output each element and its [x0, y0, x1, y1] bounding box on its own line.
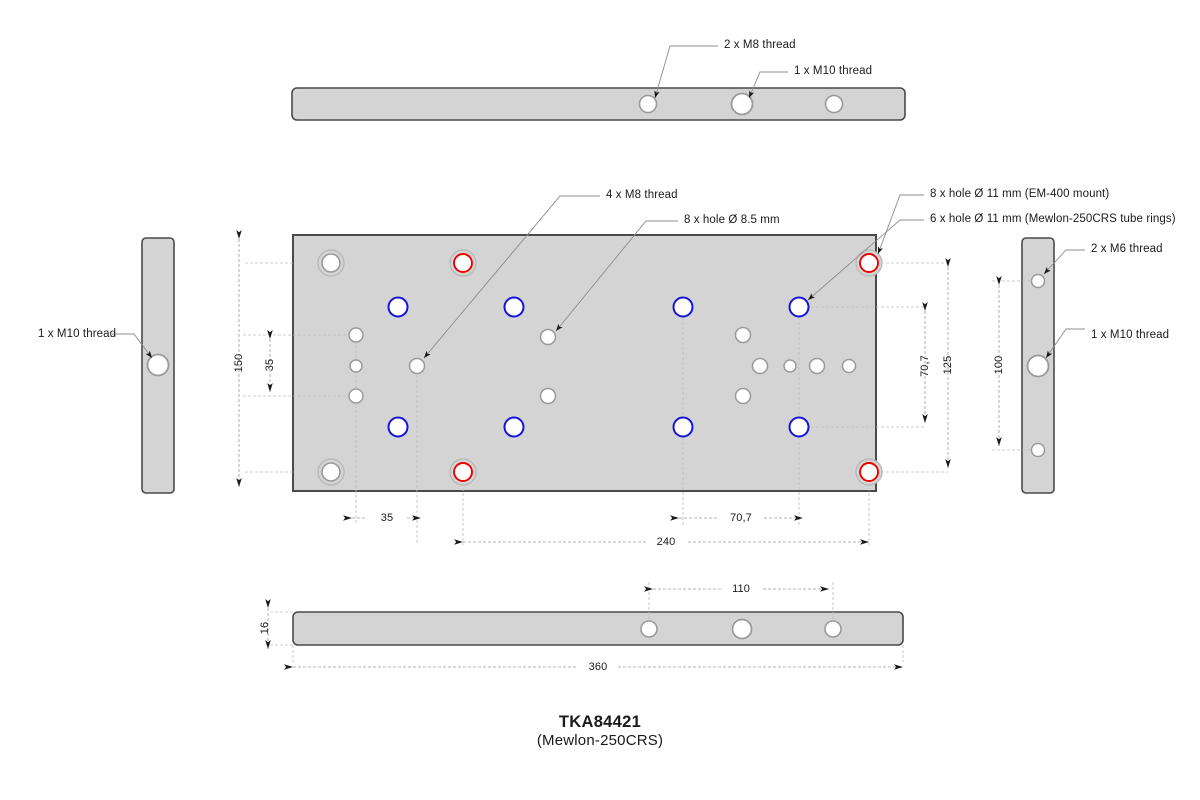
title-block: TKA84421 (Mewlon-250CRS) [0, 713, 1200, 749]
leader-front-hole85 [555, 220, 678, 332]
red-hole-top-mid [453, 253, 473, 273]
dimension-707-horizontal: 70,7 [718, 512, 764, 524]
m8-hole-left [408, 357, 426, 375]
small-hole-row-2 [783, 359, 797, 373]
small-hole-r2 [734, 387, 752, 405]
annotation-right-m10: 1 x M10 thread [1091, 329, 1170, 341]
corner-hole-tl [321, 253, 341, 273]
dimension-110: 110 [721, 583, 761, 595]
bottom-edge-hole-3 [824, 620, 842, 638]
small-hole-l1 [348, 327, 364, 343]
leader-front-em400 [877, 194, 924, 255]
top-edge-hole-3 [824, 94, 844, 114]
blue-hole-4 [788, 296, 810, 318]
red-hole-top-right [859, 253, 879, 273]
dimension-707-vertical: 70,7 [919, 355, 931, 377]
dimension-240: 240 [646, 536, 686, 548]
top-edge-hole-2 [730, 92, 754, 116]
leader-top-m10 [748, 71, 788, 99]
blue-hole-3 [672, 296, 694, 318]
dimension-100: 100 [993, 355, 1005, 375]
annotation-top-m8: 2 x M8 thread [724, 39, 796, 51]
blue-hole-8 [788, 416, 810, 438]
small-hole-row-1 [751, 357, 769, 375]
front-view [236, 194, 951, 545]
red-hole-bottom-right [859, 462, 879, 482]
bottom-edge-plate-body [292, 611, 904, 646]
part-number-title: TKA84421 [558, 713, 642, 731]
leader-right-m10 [1045, 328, 1085, 359]
top-edge-hole-1 [638, 94, 658, 114]
m8-hole-bottom-mid [539, 387, 557, 405]
leader-front-m8 [423, 195, 600, 359]
dimension-125: 125 [942, 355, 954, 375]
right-edge-hole-m10 [1026, 354, 1050, 378]
m8-hole-top-mid [539, 328, 557, 346]
left-edge-hole-m10 [146, 353, 170, 377]
annotation-top-m10: 1 x M10 thread [794, 65, 873, 77]
front-plate-body [292, 234, 877, 492]
blue-hole-5 [387, 416, 409, 438]
annotation-left-m10: 1 x M10 thread [38, 328, 117, 340]
bottom-edge-view [265, 582, 904, 670]
front-small-holes [348, 326, 857, 405]
annotation-front-hole-85: 8 x hole Ø 8.5 mm [684, 214, 780, 226]
right-edge-view [992, 237, 1085, 494]
part-model-subtitle: (Mewlon-250CRS) [536, 732, 664, 749]
blue-hole-1 [387, 296, 409, 318]
left-edge-view [112, 237, 175, 494]
annotation-right-m6: 2 x M6 thread [1091, 243, 1163, 255]
corner-hole-bl [321, 462, 341, 482]
right-edge-hole-m6-bottom [1030, 442, 1046, 458]
right-edge-hole-m6-top [1030, 273, 1046, 289]
front-corner-holes [317, 249, 883, 486]
dimension-150: 150 [233, 353, 245, 373]
blue-hole-7 [672, 416, 694, 438]
small-hole-row-4 [841, 358, 857, 374]
small-hole-row-3 [808, 357, 826, 375]
blue-hole-6 [503, 416, 525, 438]
dimension-360: 360 [578, 661, 618, 673]
dimension-35-horizontal: 35 [367, 512, 407, 524]
dimension-35-vertical: 35 [264, 358, 276, 372]
dimension-16: 16 [259, 621, 271, 635]
annotation-front-hole-11-em400: 8 x hole Ø 11 mm (EM-400 mount) [930, 188, 1110, 200]
leader-right-m6 [1043, 249, 1085, 275]
leader-front-tuberings [807, 219, 924, 301]
top-edge-view [291, 45, 906, 121]
annotation-front-hole-11-tube-rings: 6 x hole Ø 11 mm (Mewlon-250CRS tube rin… [930, 213, 1176, 225]
leader-top-m8 [654, 45, 718, 99]
bottom-edge-hole-1 [640, 620, 658, 638]
top-edge-plate-body [291, 87, 906, 121]
small-hole-l3 [348, 388, 364, 404]
bottom-edge-hole-2 [731, 618, 753, 640]
small-hole-r1 [734, 326, 752, 344]
blue-hole-2 [503, 296, 525, 318]
annotation-front-m8: 4 x M8 thread [606, 189, 678, 201]
small-hole-l2 [349, 359, 363, 373]
red-hole-bottom-mid [453, 462, 473, 482]
leader-left-m10 [112, 333, 153, 359]
front-blue-holes [387, 296, 810, 438]
